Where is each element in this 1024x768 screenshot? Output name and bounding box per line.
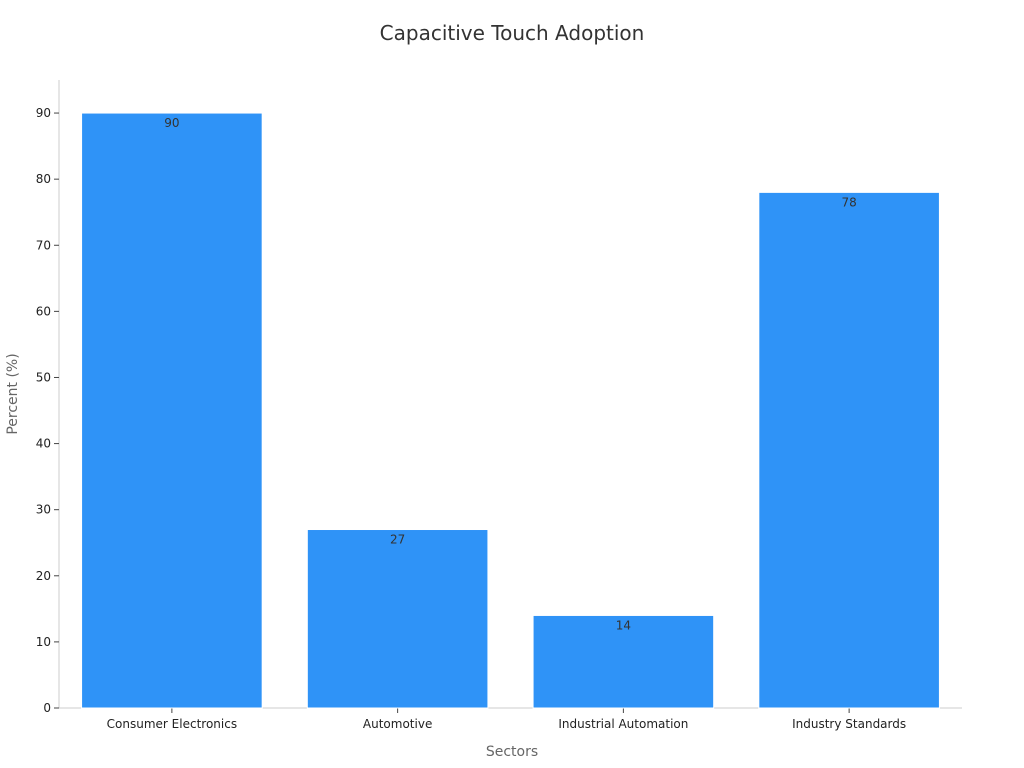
bar-industry-standards — [758, 191, 940, 709]
y-tick-label: 20 — [36, 569, 51, 583]
x-tick-label: Automotive — [363, 717, 432, 731]
x-axis: Consumer Electronics Automotive Industrial… — [59, 707, 962, 731]
bar-automotive — [306, 529, 489, 709]
y-tick-label: 90 — [36, 106, 51, 120]
y-axis-title: Percent (%) — [5, 353, 21, 434]
x-tick-label: Industry Standards — [792, 717, 906, 731]
y-tick-label: 60 — [36, 304, 51, 318]
bar-consumer-electronics — [81, 112, 263, 709]
y-tick-label: 30 — [36, 503, 51, 517]
y-tick-label: 80 — [36, 172, 51, 186]
chart-title: Capacitive Touch Adoption — [380, 21, 645, 45]
data-label: 90 — [164, 116, 179, 130]
bars — [81, 112, 940, 709]
x-tick-label: Industrial Automation — [558, 717, 688, 731]
x-tick-label: Consumer Electronics — [107, 717, 237, 731]
y-tick-label: 0 — [43, 701, 51, 715]
data-label: 14 — [616, 618, 631, 632]
y-tick-label: 50 — [36, 370, 51, 384]
y-axis: 0 10 20 30 40 50 60 70 80 90 — [36, 80, 60, 715]
y-tick-label: 10 — [36, 635, 51, 649]
data-label: 78 — [841, 195, 856, 209]
y-tick-label: 40 — [36, 437, 51, 451]
y-tick-label: 70 — [36, 238, 51, 252]
data-label: 27 — [390, 533, 405, 547]
x-axis-title: Sectors — [486, 744, 538, 760]
data-labels: 90 27 14 78 — [164, 116, 857, 632]
bar-industrial-automation — [532, 614, 715, 709]
